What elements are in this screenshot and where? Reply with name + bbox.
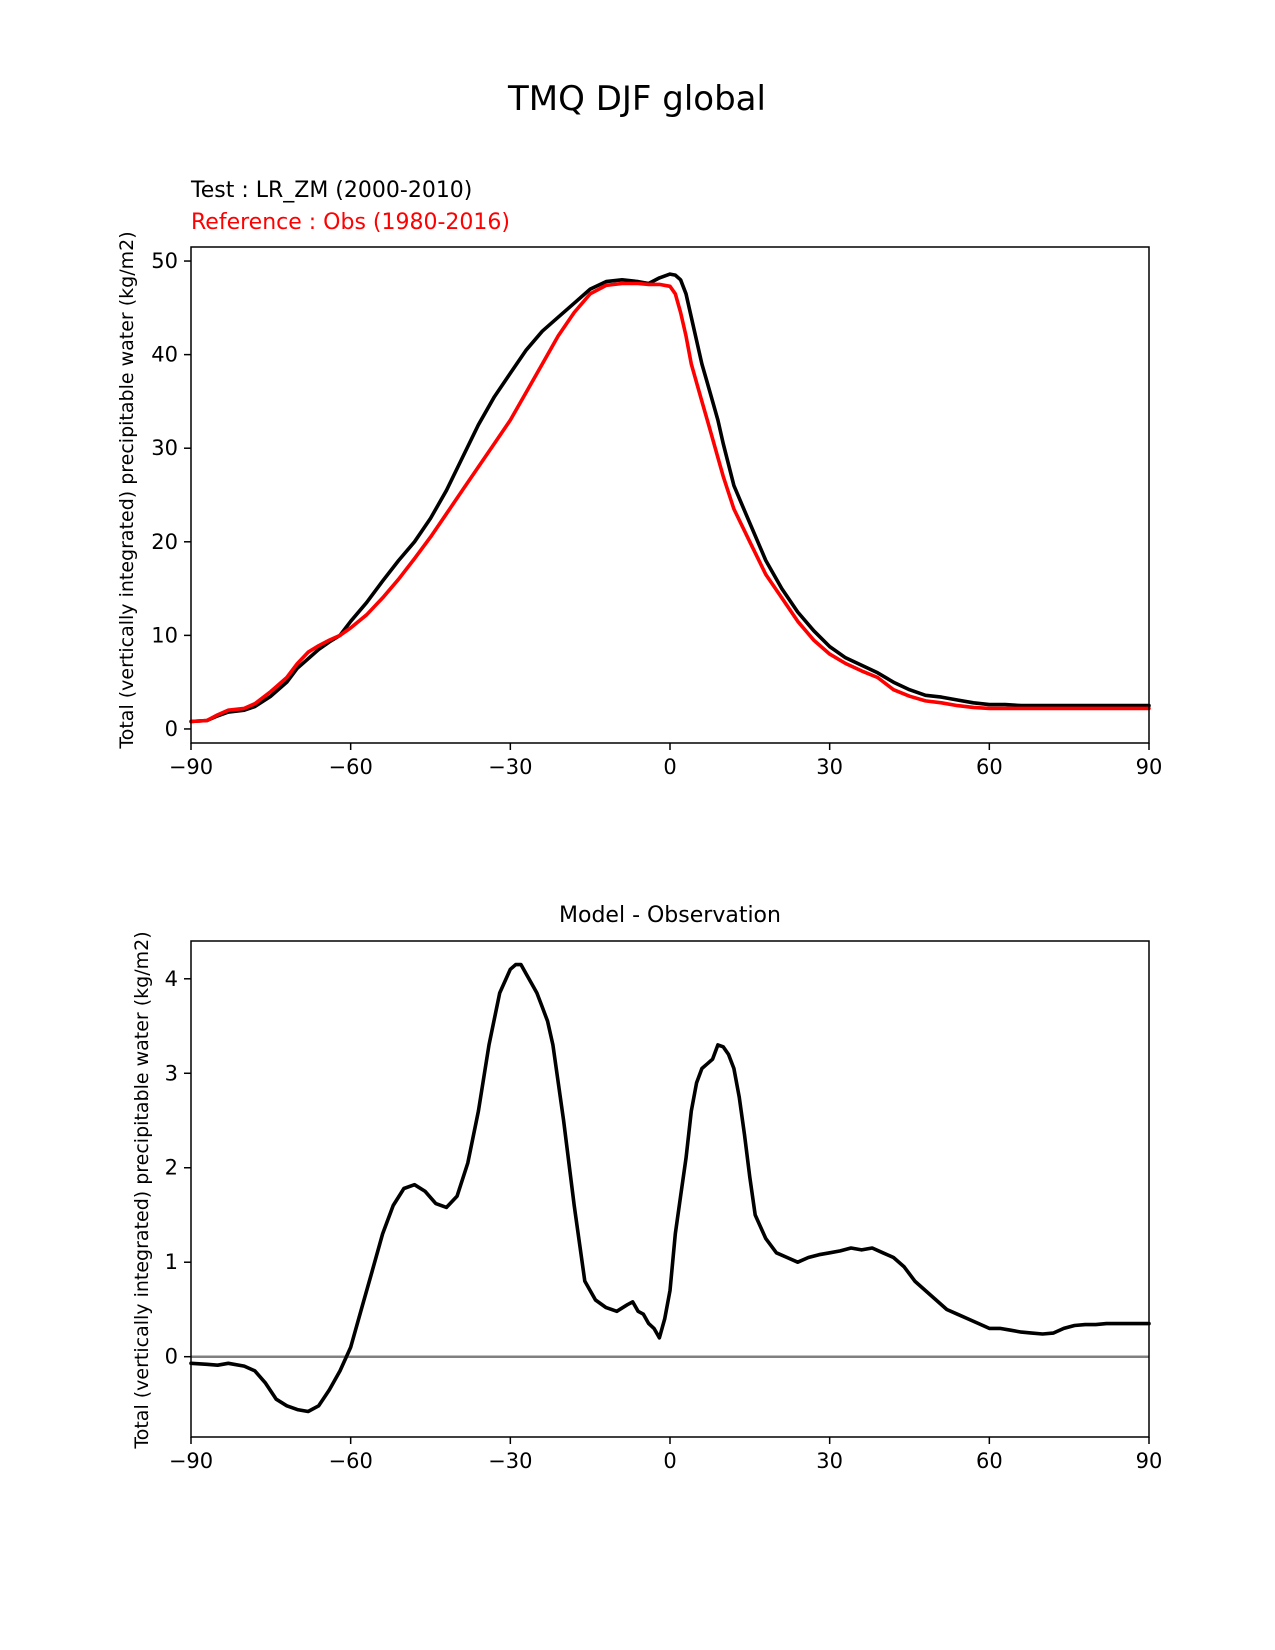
top-x-tick-label: −60 xyxy=(329,755,373,779)
top-x-tick-label: −90 xyxy=(169,755,213,779)
top-series-reference xyxy=(189,281,1151,724)
top-x-tick-label: 0 xyxy=(663,755,676,779)
top-plot-area: −90 −60 −30 0 30 60 90 0 10 20 30 40 50 xyxy=(151,246,1163,779)
bottom-series-difference xyxy=(189,962,1151,1414)
top-y-tick-label: 40 xyxy=(151,343,178,367)
top-axes-frame xyxy=(190,246,1150,744)
top-y-tick-label: 10 xyxy=(151,623,178,647)
bottom-plot-area: −90 −60 −30 0 30 60 90 0 1 2 3 4 xyxy=(165,940,1163,1473)
test-label: Test : LR_ZM (2000-2010) xyxy=(190,178,472,203)
bottom-x-tick-label: −30 xyxy=(488,1449,532,1473)
bottom-y-axis-label: Total (vertically integrated) precipitab… xyxy=(131,931,153,1449)
bottom-y-tick-label: 3 xyxy=(165,1061,178,1085)
bottom-y-tick-label: 1 xyxy=(165,1250,178,1274)
bottom-axes-frame xyxy=(190,940,1150,1438)
top-x-tick-label: 60 xyxy=(976,755,1003,779)
bottom-y-tick-label: 4 xyxy=(165,967,178,991)
reference-label: Reference : Obs (1980-2016) xyxy=(191,210,510,235)
bottom-x-tick-label: 60 xyxy=(976,1449,1003,1473)
top-y-tick-label: 30 xyxy=(151,436,178,460)
bottom-x-tick-label: 0 xyxy=(663,1449,676,1473)
bottom-x-tick-label: 90 xyxy=(1136,1449,1163,1473)
top-y-axis-label: Total (vertically integrated) precipitab… xyxy=(116,231,138,749)
bottom-x-tick-label: −60 xyxy=(329,1449,373,1473)
top-y-tick-label: 20 xyxy=(151,530,178,554)
top-y-tick-label: 50 xyxy=(151,249,178,273)
bottom-y-tick-label: 0 xyxy=(165,1345,178,1369)
figure-title: TMQ DJF global xyxy=(507,79,766,119)
top-series-test xyxy=(189,272,1151,724)
bottom-x-tick-label: 30 xyxy=(816,1449,843,1473)
top-x-tick-label: 90 xyxy=(1136,755,1163,779)
top-y-tick-label: 0 xyxy=(165,717,178,741)
top-x-tick-label: 30 xyxy=(816,755,843,779)
bottom-y-tick-label: 2 xyxy=(165,1156,178,1180)
top-panel: Test : LR_ZM (2000-2010) Reference : Obs… xyxy=(116,178,1162,779)
bottom-panel: Model - Observation Total (vertically in… xyxy=(131,903,1162,1473)
bottom-x-tick-label: −90 xyxy=(169,1449,213,1473)
top-x-tick-label: −30 xyxy=(488,755,532,779)
bottom-panel-title: Model - Observation xyxy=(559,903,781,928)
